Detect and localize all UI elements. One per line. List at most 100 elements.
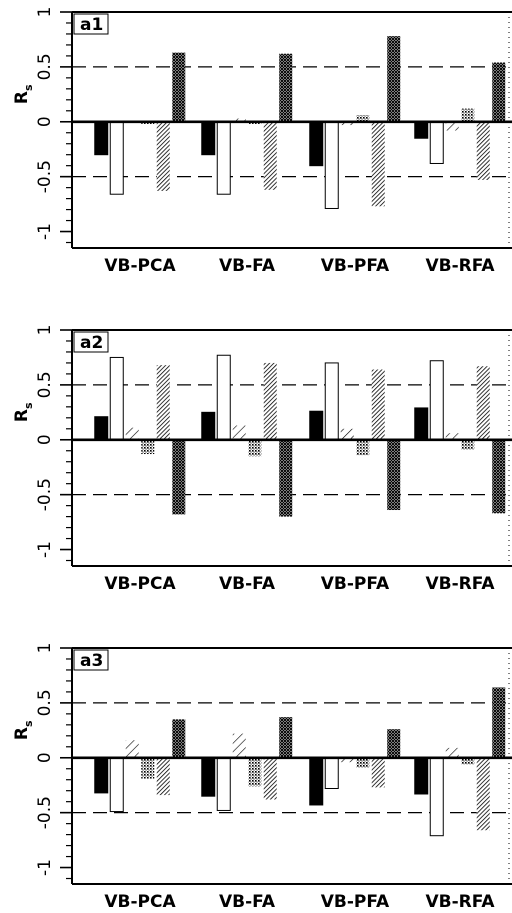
bar-dots [248,757,262,787]
panel-label: a1 [80,15,103,35]
bar-dots [141,757,155,779]
bar-crosshatch [279,717,293,758]
bar-hatch-dense [476,121,490,180]
bar-hatch-light [340,428,354,440]
bar-solid [309,121,324,167]
chart-panel-a1: -1 -0.5 0 0.5 1 Rs a1 VB-PCA VB-FA VB-PFA VB-RFA [12,7,512,276]
x-category-label: VB-PCA [104,574,176,594]
bar-open [109,757,124,813]
bar-hatch-dense [263,362,277,440]
bar-solid [414,121,429,139]
y-axis-label: Rs [12,720,35,740]
bar-dots [461,108,475,122]
x-category-label: VB-PCA [104,892,176,912]
bar-dots [356,115,370,122]
panel-label: a2 [80,333,103,353]
y-tick-label: 0 [35,434,55,445]
panel-label: a3 [80,651,103,671]
bar-crosshatch [172,52,186,122]
y-tick-label: 1 [35,643,55,654]
bar-open [324,121,339,209]
bar-hatch-dense [156,365,170,440]
bar-hatch-dense [156,121,170,191]
y-tick-label: 1 [35,7,55,18]
bar-crosshatch [387,439,401,511]
bar-hatch-light [232,425,246,440]
bar-dots [461,439,475,450]
bar-open [429,757,444,837]
bar-crosshatch [387,36,401,122]
bar-crosshatch [492,62,506,122]
bar-open [109,121,124,195]
y-axis-label-main: R [12,91,32,104]
y-tick-label: 0.5 [35,371,55,398]
x-category-label: VB-FA [219,892,276,912]
y-axis-label: Rs [12,84,35,104]
y-tick-label: -1 [35,859,55,876]
x-category-label: VB-FA [219,574,276,594]
bar-crosshatch [172,439,186,515]
bar-solid [201,411,216,441]
y-tick-label: 0.5 [35,689,55,716]
x-category-label: VB-PFA [321,892,390,912]
bar-crosshatch [492,439,506,514]
bar-crosshatch [172,719,186,758]
bar-open [429,121,444,164]
bar-hatch-light [125,427,139,440]
x-category-label: VB-RFA [425,574,495,594]
y-axis-label-subscript: s [22,402,35,409]
panel-label-box [73,331,109,353]
panel-label-box [73,649,109,671]
bar-dots [248,439,262,457]
bar-solid [94,121,109,156]
y-tick-label: 0 [35,116,55,127]
x-category-label: VB-PCA [104,256,176,276]
bar-hatch-light [340,121,354,126]
bar-hatch-dense [371,121,385,207]
bar-hatch-light [340,757,354,763]
bar-hatch-dense [263,757,277,800]
bar-hatch-dense [371,757,385,788]
chart-panel-a3: -1 -0.5 0 0.5 1 Rs a3 VB-PCA VB-FA VB-PFA VB-RFA [12,643,512,912]
bar-open [216,354,231,441]
bar-open [216,121,231,195]
bar-solid [201,121,216,156]
y-tick-label: -1 [35,223,55,240]
bar-open [429,360,444,441]
bar-hatch-dense [371,369,385,440]
bar-crosshatch [492,687,506,758]
y-axis-label: Rs [12,402,35,422]
y-tick-label: -0.5 [35,796,55,829]
y-tick-label: -1 [35,541,55,558]
y-tick-label: 0 [35,752,55,763]
bar-solid [309,757,324,806]
bar-crosshatch [279,439,293,517]
bar-hatch-light [445,747,459,758]
y-tick-label: -0.5 [35,160,55,193]
bar-solid [414,407,429,441]
panel-label-box [73,13,109,35]
bar-solid [94,757,109,794]
bar-solid [94,416,109,441]
bar-crosshatch [387,729,401,758]
bar-hatch-light [445,121,459,131]
bar-hatch-dense [476,757,490,831]
bar-dots [461,757,475,765]
bar-hatch-dense [263,121,277,190]
bar-hatch-dense [156,757,170,796]
x-category-label: VB-RFA [425,256,495,276]
bar-dots [356,757,370,768]
bar-solid [309,410,324,441]
bar-solid [201,757,216,797]
y-axis-label-subscript: s [22,720,35,727]
x-category-label: VB-PFA [321,574,390,594]
x-category-label: VB-RFA [425,892,495,912]
bar-solid [414,757,429,795]
bar-dots [356,439,370,456]
y-tick-label: -0.5 [35,478,55,511]
y-axis-label-main: R [12,727,32,740]
bar-dots [141,439,155,455]
bar-hatch-light [232,733,246,758]
bar-hatch-light [125,740,139,758]
